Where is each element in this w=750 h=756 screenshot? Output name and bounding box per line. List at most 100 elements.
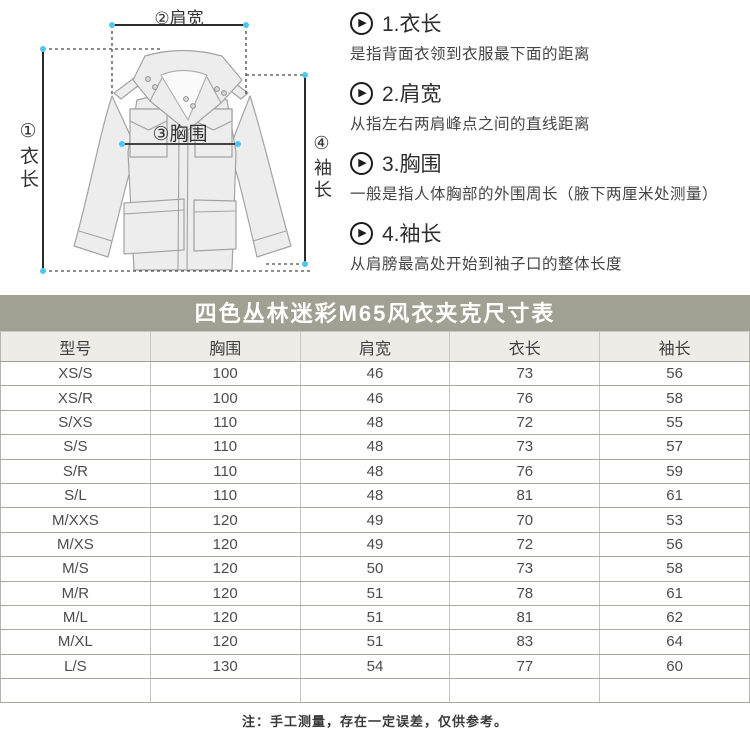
table-cell: 120 [149,556,301,582]
table-cell: 100 [149,385,301,411]
table-cell [449,678,600,704]
table-cell: 81 [449,483,600,509]
definition-title: 2.肩宽 [382,83,442,106]
table-column-header: 袖长 [599,331,750,362]
table-cell: 77 [449,654,600,680]
table-cell: 55 [599,410,750,436]
table-cell: 46 [299,385,450,411]
table-cell: 51 [299,629,450,655]
table-cell: 48 [299,410,450,436]
measurement-guides [43,25,312,272]
definition-description: 一般是指人体胸部的外围周长（腋下两厘米处测量） [350,186,719,203]
table-cell: M/XL [0,629,151,655]
garment-length-label: ①衣长 [17,120,38,192]
table-cell: 48 [299,483,450,509]
table-column-header: 衣长 [449,331,600,362]
measurement-lines [42,24,306,271]
table-cell: 81 [449,605,600,631]
table-cell: M/S [0,556,151,582]
definition-title-row: ▶ 4.袖长 [350,218,746,248]
jacket-seams [78,76,287,271]
table-cell: S/XS [0,410,151,436]
table-cell: M/L [0,605,151,631]
table-cell: S/R [0,459,151,484]
table-cell: 56 [599,361,750,387]
table-cell: 61 [599,483,750,509]
sleeve-length-label: ④袖长 [312,133,332,202]
table-cell: 59 [599,459,750,484]
size-table-section: 四色丛林迷彩M65风衣夹克尺寸表 型号 胸围 肩宽 衣长 袖长 XS/S 100 46 73 5… [0,295,750,704]
table-row: M/S 120 50 73 58 [0,556,750,582]
table-cell: 64 [599,629,750,655]
jacket-illustration [40,22,312,274]
size-table: 型号 胸围 肩宽 衣长 袖长 XS/S 100 46 73 56 XS/R 100 46 76 58 S/X… [0,331,750,704]
table-row: XS/S 100 46 73 56 [0,361,750,387]
table-cell: 130 [149,654,301,680]
table-cell: 100 [149,361,301,387]
table-cell: 120 [149,605,301,631]
table-cell: 110 [149,410,301,436]
definition-item-chest: ▶ 3.胸围 一般是指人体胸部的外围周长（腋下两厘米处测量） [350,148,746,204]
play-icon: ▶ [350,221,373,245]
table-row: M/XL 120 51 83 64 [0,629,750,655]
definition-description: 是指背面衣领到衣服最下面的距离 [350,46,591,63]
table-cell: 58 [599,385,750,411]
table-cell: 110 [149,459,301,484]
definition-item-sleeve-length: ▶ 4.袖长 从肩膀最高处开始到袖子口的整体长度 [350,218,746,274]
table-cell: 83 [449,629,600,655]
table-row: L/S 130 54 77 60 [0,654,750,680]
definition-title-row: ▶ 2.肩宽 [350,78,746,108]
table-row: S/S 110 48 73 57 [0,434,750,460]
table-cell: 110 [149,483,301,509]
table-cell: 48 [299,434,450,460]
table-row: S/R 110 48 76 59 [0,459,750,484]
table-cell: 120 [149,581,301,606]
table-cell: L/S [0,654,151,680]
table-cell: 49 [299,532,450,558]
table-cell: 62 [599,605,750,631]
table-cell: M/R [0,581,151,606]
table-cell: 51 [299,605,450,631]
table-row: S/XS 110 48 72 55 [0,410,750,436]
definition-title-row: ▶ 3.胸围 [350,148,746,178]
table-cell: 72 [449,532,600,558]
table-cell: 54 [299,654,450,680]
table-cell: 76 [449,459,600,484]
jacket-lower-pocket-right [193,199,237,252]
table-column-header: 型号 [0,331,151,362]
definition-title: 1.衣长 [382,13,442,36]
table-cell: 72 [449,410,600,436]
definition-title: 3.胸围 [382,153,442,176]
definition-description: 从肩膀最高处开始到袖子口的整体长度 [350,256,623,273]
table-row: M/L 120 51 81 62 [0,605,750,631]
table-cell: 53 [599,507,750,533]
table-cell: 49 [299,507,450,533]
table-row: XS/R 100 46 76 58 [0,385,750,411]
table-column-header: 肩宽 [299,331,450,362]
table-cell [149,678,301,704]
table-cell [599,678,750,704]
table-body: XS/S 100 46 73 56 XS/R 100 46 76 58 S/XS 110 48 72 55 S… [0,361,750,704]
table-cell: 120 [149,507,301,533]
definition-description: 从指左右两肩峰点之间的直线距离 [350,116,591,133]
table-cell: 73 [449,361,600,387]
table-header-row: 型号 胸围 肩宽 衣长 袖长 [0,331,750,362]
jacket-lower-pocket-left [123,198,185,255]
table-row [0,678,750,704]
table-cell: M/XS [0,532,151,558]
table-cell: 48 [299,459,450,484]
jacket-outline [73,49,292,271]
table-cell: M/XXS [0,507,151,533]
table-row: M/XXS 120 49 70 53 [0,507,750,533]
table-cell: 56 [599,532,750,558]
table-cell [0,678,151,704]
table-cell: S/S [0,434,151,460]
table-cell: 76 [449,385,600,411]
table-cell: S/L [0,483,151,509]
definition-item-shoulder-width: ▶ 2.肩宽 从指左右两肩峰点之间的直线距离 [350,78,746,134]
table-cell: 70 [449,507,600,533]
table-cell: 61 [599,581,750,606]
table-cell: 110 [149,434,301,460]
table-cell [299,678,450,704]
play-icon: ▶ [350,81,373,105]
